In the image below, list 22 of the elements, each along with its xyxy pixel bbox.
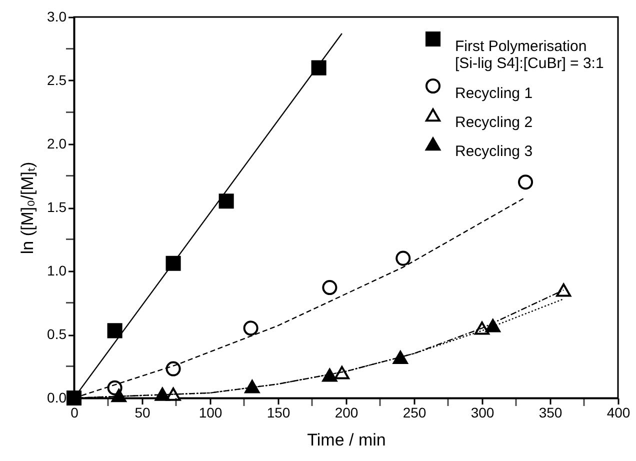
y-tick-label: 1.0 (47, 262, 67, 278)
legend-label: Recycling 2 (455, 114, 533, 131)
x-tick-label: 200 (334, 404, 358, 420)
legend-label: Recycling 1 (455, 85, 533, 102)
x-tick-label: 400 (606, 404, 630, 420)
x-tick-label: 300 (470, 404, 494, 420)
y-tick-label: 2.0 (47, 136, 67, 152)
x-axis-title: Time / min (307, 430, 386, 450)
y-tick-label: 2.5 (47, 72, 67, 88)
x-tick-label: 250 (402, 404, 426, 420)
y-tick-label: 0.0 (47, 390, 67, 406)
y-tick-label: 1.5 (47, 199, 67, 215)
x-tick-label: 0 (70, 404, 79, 420)
y-tick-label: 0.5 (47, 326, 67, 342)
legend-label: First Polymerisation [Si-lig S4]:[CuBr] = 3:1 (455, 38, 604, 72)
x-tick-label: 100 (198, 404, 222, 420)
y-tick-label: 3.0 (47, 8, 67, 24)
x-tick-label: 350 (538, 404, 562, 420)
x-tick-label: 150 (266, 404, 290, 420)
legend-label: Recycling 3 (455, 143, 533, 160)
x-tick-label: 50 (134, 404, 150, 420)
y-axis-title: ln ([M]₀/[M]ₜ) (18, 162, 38, 254)
